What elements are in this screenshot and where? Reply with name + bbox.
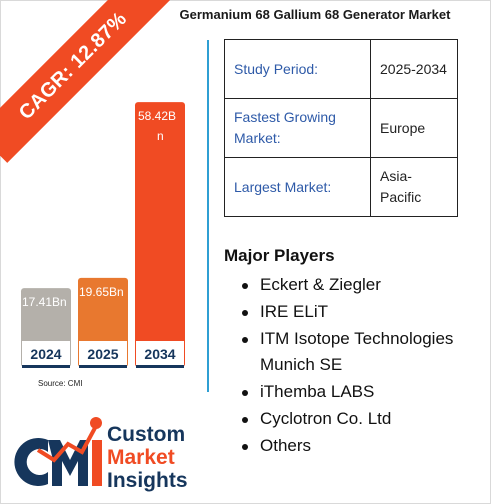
- info-label-largest-market: Largest Market:: [224, 157, 371, 217]
- vertical-divider: [207, 40, 209, 392]
- bar-year-label: 2024: [30, 346, 61, 362]
- logo-word-market: Market: [107, 446, 175, 469]
- player-item: Others: [240, 433, 475, 459]
- bar-value-label: 19.65Bn: [79, 285, 124, 299]
- source-note: Source: CMI: [38, 379, 83, 388]
- info-value-largest-market: Asia-Pacific: [370, 157, 458, 217]
- player-item: Eckert & Ziegler: [240, 272, 475, 298]
- info-label-fastest-growing: Fastest Growing Market:: [224, 98, 371, 158]
- year-label-box: [79, 341, 127, 365]
- player-item: iThemba LABS: [240, 379, 475, 405]
- major-players-list: Eckert & Ziegler IRE ELiT ITM Isotope Te…: [240, 272, 475, 460]
- year-label-underline: [136, 365, 184, 368]
- cmi-logo: Custom Market Insights: [8, 406, 218, 498]
- year-label-box: [136, 341, 184, 365]
- year-label-box: [22, 341, 70, 365]
- bar-year-label: 2025: [87, 346, 118, 362]
- info-value-study-period: 2025-2034: [370, 39, 458, 99]
- player-item: ITM Isotope Technologies Munich SE: [240, 326, 475, 378]
- player-item: IRE ELiT: [240, 299, 475, 325]
- cmi-logo-text: Custom Market Insights: [107, 423, 188, 492]
- market-info-table: Study Period: 2025-2034 Fastest Growing …: [224, 39, 458, 217]
- bar-value-label: 17.41Bn: [22, 295, 67, 309]
- bar-year-label: 2034: [144, 346, 175, 362]
- info-row-study-period: Study Period: 2025-2034: [224, 39, 458, 99]
- info-value-fastest-growing: Europe: [370, 98, 458, 158]
- info-row-largest-market: Largest Market: Asia-Pacific: [224, 157, 458, 217]
- info-row-fastest-growing: Fastest Growing Market: Europe: [224, 98, 458, 158]
- year-label-underline: [79, 365, 127, 368]
- logo-word-insights: Insights: [107, 469, 188, 492]
- page-title: Germanium 68 Gallium 68 Generator Market: [179, 7, 451, 22]
- player-item: Cyclotron Co. Ltd: [240, 406, 475, 432]
- major-players-heading: Major Players: [224, 246, 335, 265]
- cmi-logo-mark-icon: [14, 417, 102, 486]
- info-label-study-period: Study Period:: [224, 39, 371, 99]
- bar-value-label: 58.42B n: [138, 109, 176, 143]
- bar-2034: [135, 102, 185, 368]
- year-label-underline: [22, 365, 70, 368]
- logo-word-custom: Custom: [107, 423, 186, 446]
- market-size-bar-chart: 2024 17.41Bn 2025 19.65Bn 2034 58.42B n: [21, 102, 185, 368]
